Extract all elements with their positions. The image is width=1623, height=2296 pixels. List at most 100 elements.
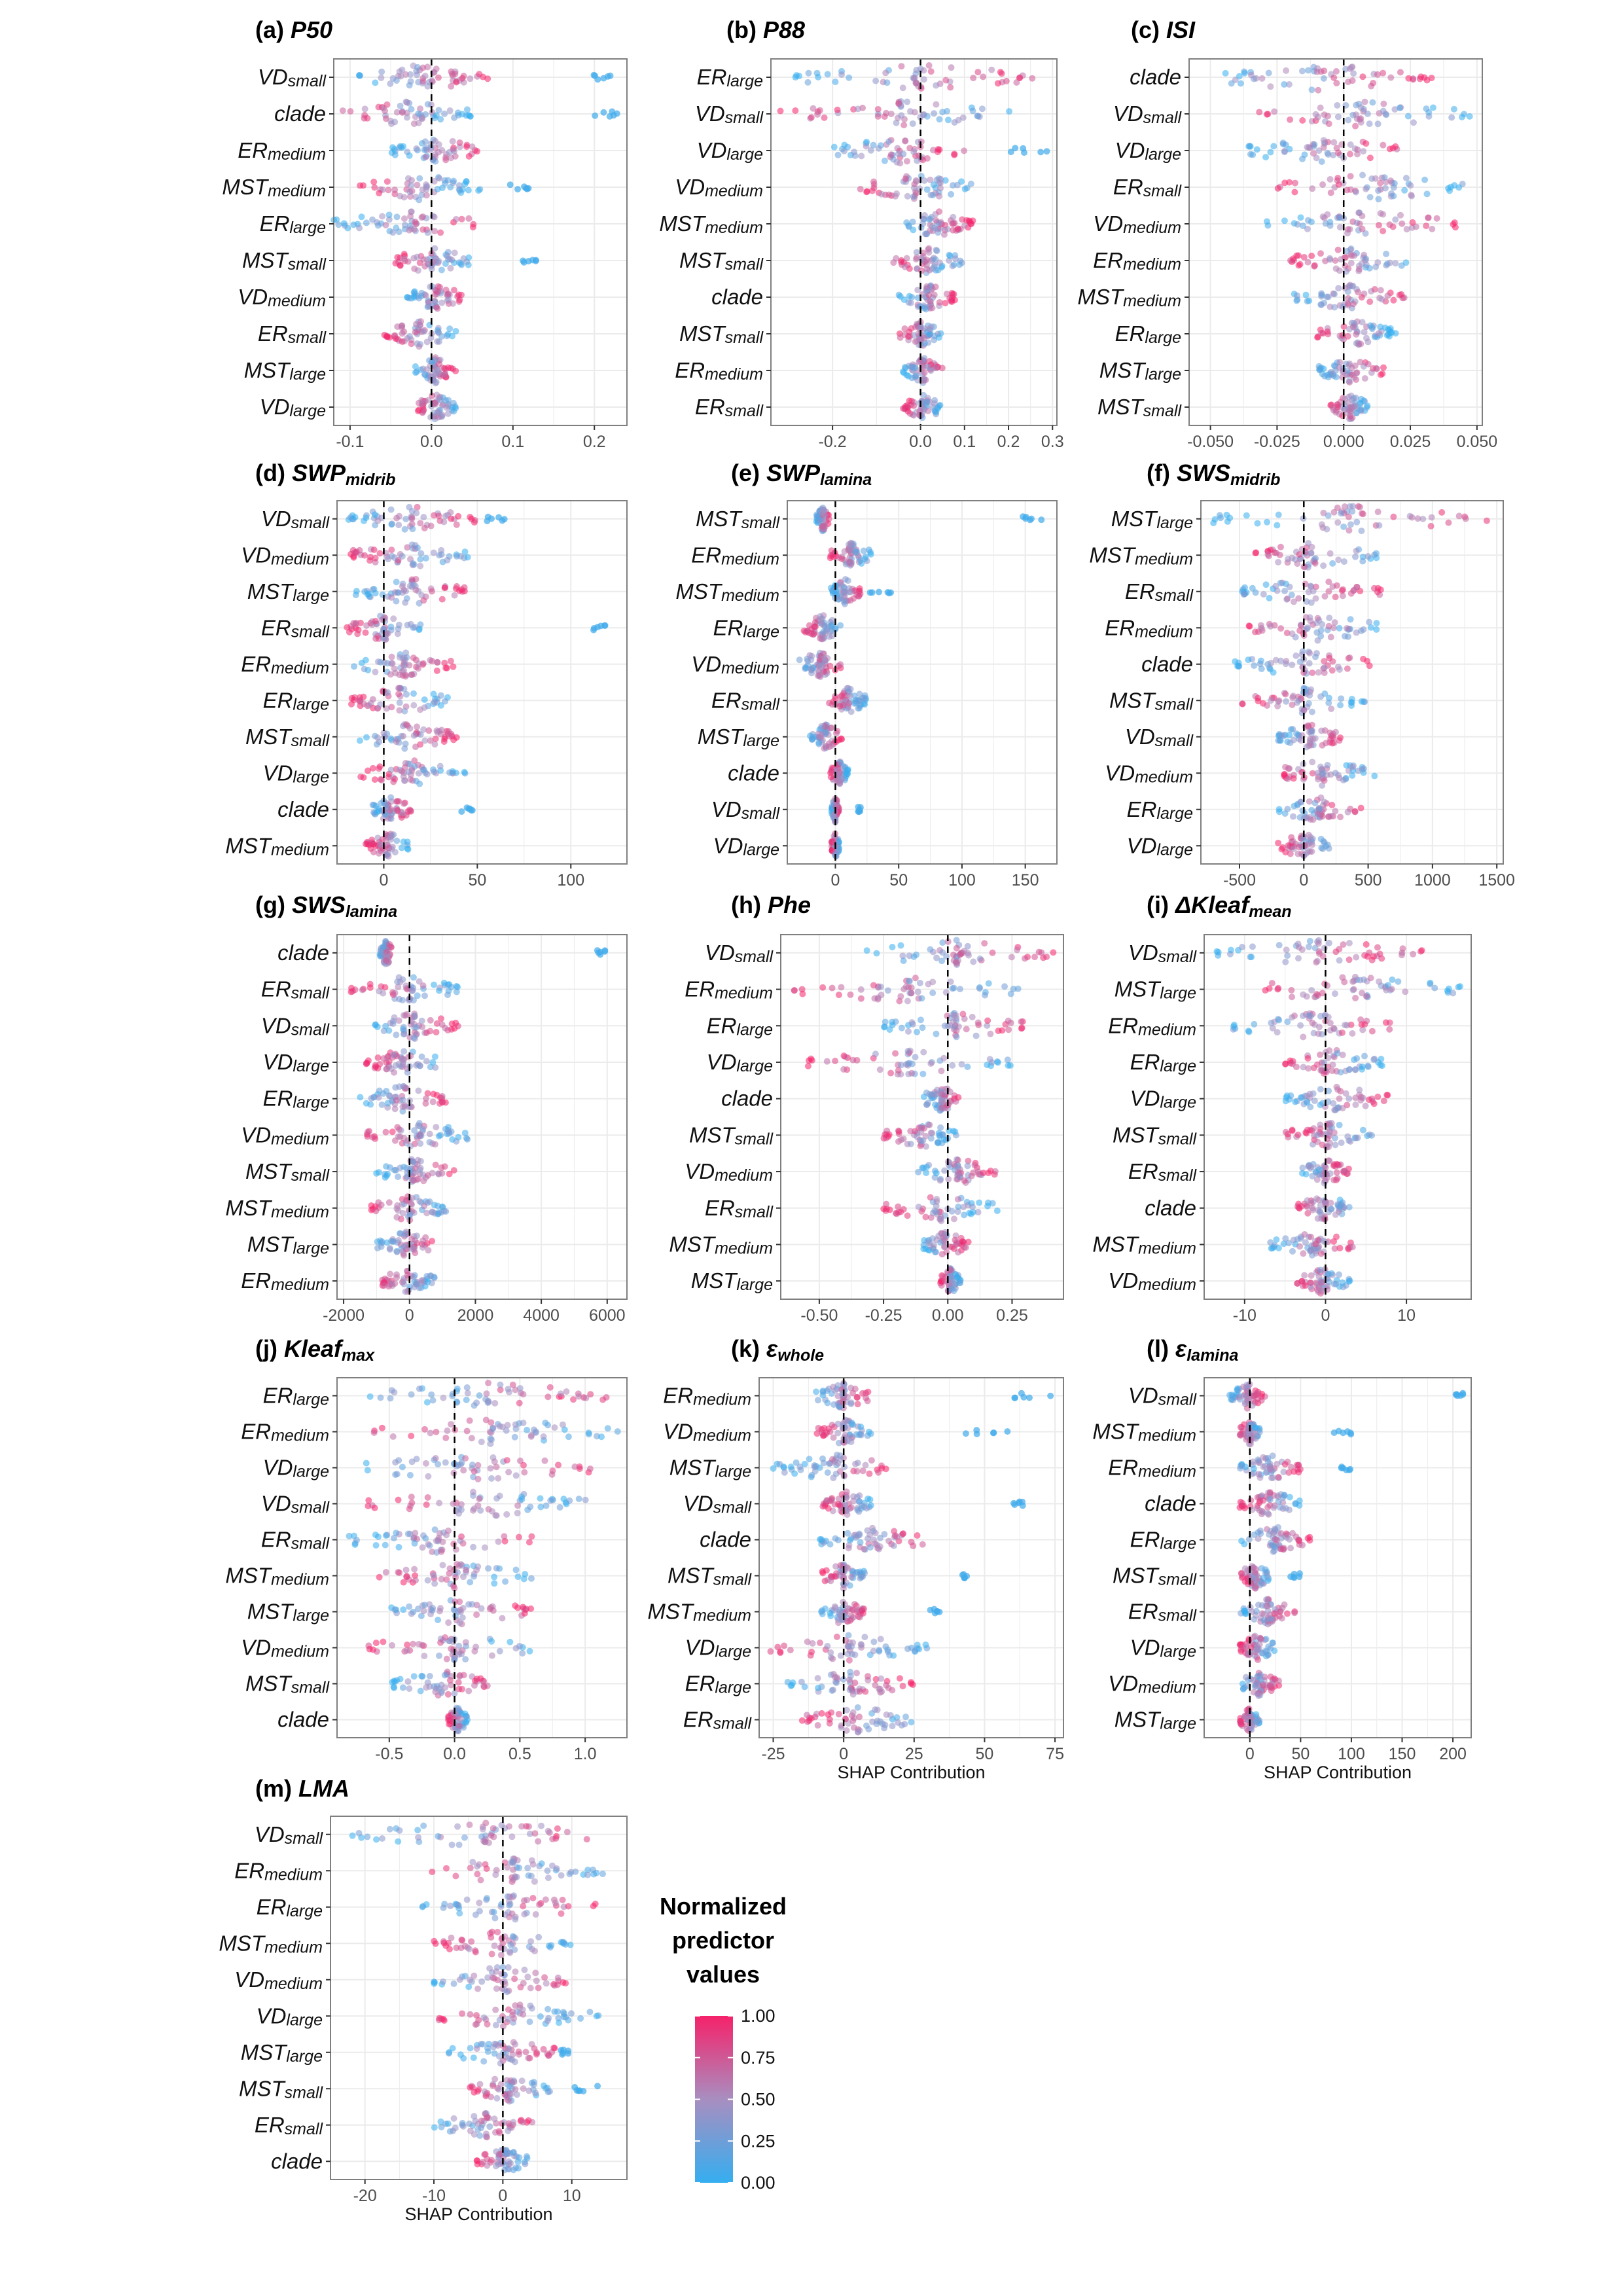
- shap-point: [1374, 509, 1382, 516]
- shap-point: [841, 584, 848, 592]
- shap-point: [857, 995, 865, 1002]
- shap-point: [433, 304, 440, 311]
- shap-point: [1291, 845, 1298, 852]
- shap-point: [394, 589, 401, 596]
- shap-point: [428, 588, 435, 595]
- shap-point: [465, 254, 473, 261]
- shap-point: [401, 708, 408, 715]
- shap-point: [426, 1139, 433, 1146]
- shap-point: [1376, 522, 1383, 529]
- shap-point: [401, 251, 408, 258]
- feature-size: small: [741, 804, 781, 823]
- feature-name: ER: [258, 321, 288, 346]
- shap-point: [438, 596, 446, 603]
- shap-point: [887, 1069, 895, 1077]
- feature-size: small: [725, 255, 764, 274]
- shap-point: [435, 409, 442, 416]
- shap-point: [1281, 81, 1288, 88]
- shap-point: [458, 215, 465, 223]
- shap-point: [954, 181, 961, 188]
- shap-point: [1357, 340, 1364, 348]
- shap-point: [926, 1090, 933, 1098]
- shap-point: [1367, 322, 1374, 329]
- shap-point: [377, 952, 384, 960]
- shap-point: [1043, 953, 1050, 960]
- shap-point: [407, 213, 414, 220]
- shap-point: [1293, 297, 1300, 304]
- feature-name: MST: [1109, 688, 1157, 712]
- shap-point: [950, 1018, 957, 1026]
- shap-point: [853, 1056, 861, 1064]
- shap-point: [818, 731, 825, 738]
- shap-point: [921, 212, 928, 219]
- shap-point: [933, 82, 940, 89]
- shap-point: [1349, 323, 1357, 331]
- shap-point: [959, 1011, 967, 1018]
- shap-point: [1283, 698, 1290, 705]
- shap-point: [380, 1282, 387, 1289]
- shap-point: [1392, 143, 1399, 150]
- shap-point: [417, 105, 424, 113]
- x-tick-label: 1500: [1478, 871, 1515, 889]
- shap-point: [1319, 213, 1327, 221]
- shap-point: [909, 120, 916, 127]
- shap-point: [936, 298, 943, 306]
- shap-point: [946, 253, 954, 260]
- shap-point: [385, 216, 393, 223]
- shap-point: [396, 685, 403, 692]
- shap-point: [1327, 634, 1334, 641]
- shap-point: [406, 333, 414, 340]
- shap-point: [372, 79, 379, 86]
- shap-point: [461, 768, 468, 776]
- shap-point: [410, 255, 418, 262]
- shap-point: [958, 1061, 965, 1068]
- shap-point: [434, 368, 441, 375]
- feature-size: medium: [271, 1130, 329, 1148]
- panel-title: (b) P88: [726, 16, 805, 43]
- shap-point: [1281, 149, 1288, 156]
- shap-point: [1340, 776, 1347, 783]
- shap-point: [830, 143, 838, 151]
- shap-point: [427, 146, 434, 153]
- shap-point: [913, 951, 920, 958]
- shap-point: [901, 363, 908, 370]
- shap-point: [393, 1248, 401, 1255]
- shap-point: [395, 621, 402, 628]
- shap-point: [435, 329, 442, 336]
- shap-point: [1291, 188, 1298, 196]
- shap-point: [1290, 692, 1297, 700]
- shap-point: [861, 556, 868, 563]
- shap-point: [838, 71, 846, 78]
- shap-point: [874, 105, 882, 113]
- shap-point: [949, 1062, 956, 1069]
- feature-name: ER: [241, 1268, 271, 1293]
- feature-size: small: [741, 514, 781, 532]
- shap-point: [799, 990, 806, 997]
- feature-name: ER: [1125, 579, 1155, 603]
- shap-point: [961, 222, 969, 229]
- shap-point: [1329, 802, 1336, 809]
- shap-point: [840, 1066, 847, 1073]
- shap-point: [404, 838, 411, 846]
- panel-e: (e) SWPlaminaMSTsmallERmediumMSTmediumER…: [675, 459, 1058, 889]
- feature-size: small: [291, 1020, 330, 1039]
- shap-point: [1299, 155, 1306, 162]
- shap-point: [1353, 369, 1360, 376]
- shap-point: [410, 561, 418, 568]
- shap-point: [812, 623, 819, 630]
- x-tick-label: 0.1: [953, 433, 976, 451]
- shap-point: [1338, 510, 1345, 517]
- shap-point: [366, 557, 374, 564]
- shap-point: [414, 545, 421, 552]
- shap-point: [908, 990, 915, 997]
- shap-point: [1346, 151, 1353, 158]
- shap-point: [1331, 619, 1338, 626]
- shap-point: [844, 770, 851, 778]
- shap-point: [371, 776, 378, 783]
- shap-point: [840, 702, 847, 709]
- shap-point: [915, 1203, 922, 1210]
- shap-point: [394, 978, 401, 986]
- shap-point: [419, 115, 426, 122]
- feature-name: ER: [260, 211, 290, 236]
- shap-point: [433, 1029, 440, 1036]
